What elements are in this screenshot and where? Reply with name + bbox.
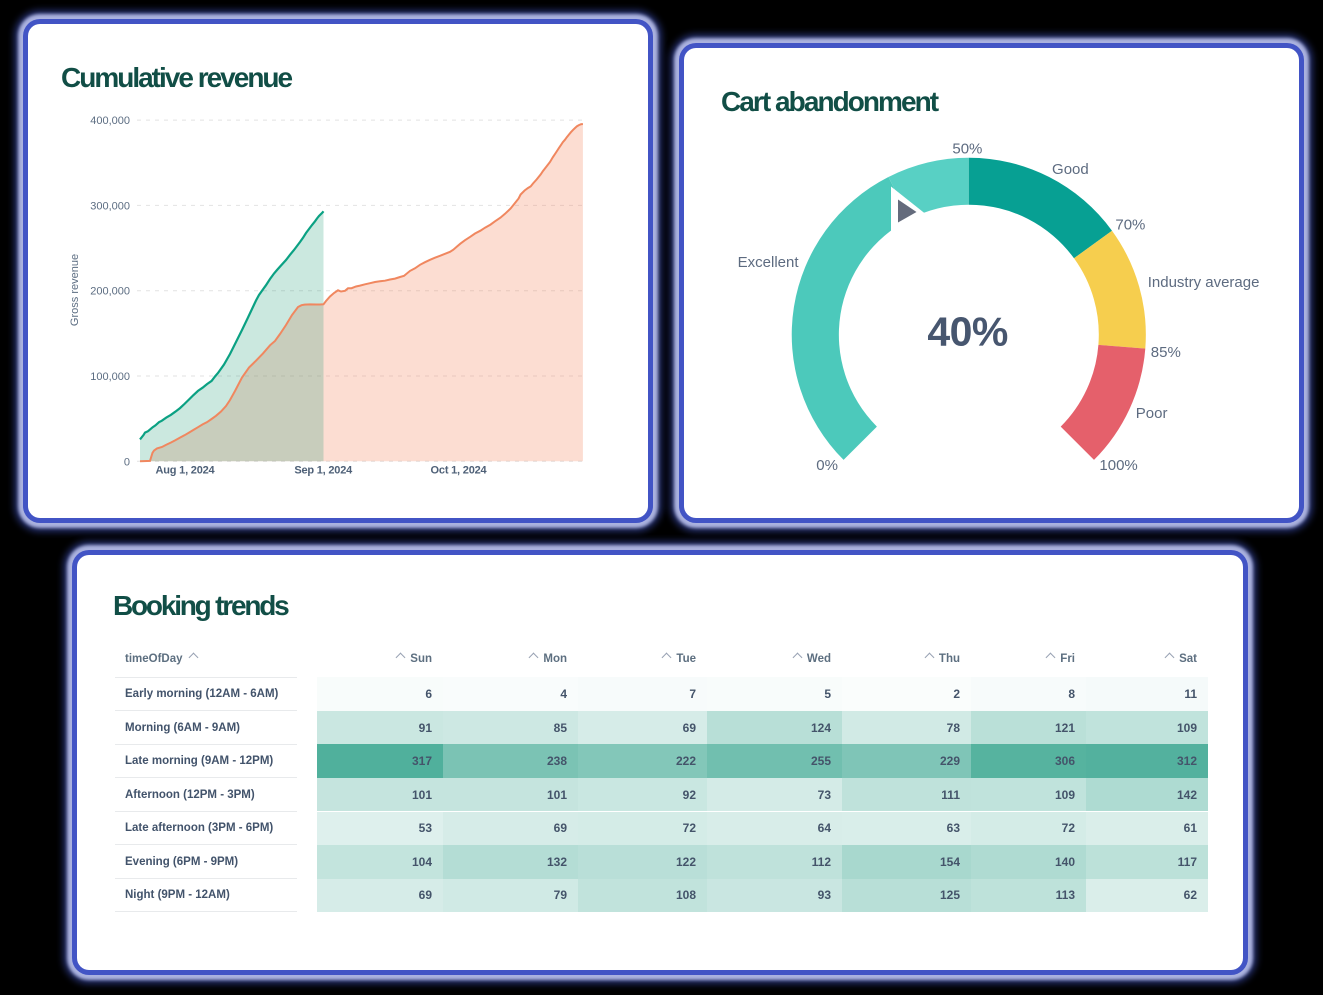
svg-text:0%: 0% — [816, 457, 838, 474]
svg-text:40%: 40% — [927, 309, 1008, 355]
svg-text:400,000: 400,000 — [90, 115, 130, 127]
svg-text:Industry average: Industry average — [1148, 274, 1260, 291]
svg-text:0: 0 — [124, 456, 130, 468]
svg-text:50%: 50% — [952, 141, 982, 158]
svg-text:Excellent: Excellent — [738, 254, 800, 271]
svg-text:Aug 1, 2024: Aug 1, 2024 — [156, 465, 216, 477]
svg-text:Poor: Poor — [1136, 405, 1168, 422]
svg-text:Oct 1, 2024: Oct 1, 2024 — [431, 465, 488, 477]
svg-text:200,000: 200,000 — [90, 286, 130, 298]
svg-text:Good: Good — [1052, 161, 1089, 178]
svg-text:Sep 1, 2024: Sep 1, 2024 — [294, 465, 353, 477]
svg-text:100%: 100% — [1099, 457, 1137, 474]
svg-text:100,000: 100,000 — [90, 371, 130, 383]
svg-text:300,000: 300,000 — [90, 200, 130, 212]
svg-text:Gross revenue: Gross revenue — [69, 254, 81, 326]
svg-text:70%: 70% — [1115, 217, 1145, 234]
svg-text:85%: 85% — [1151, 344, 1181, 361]
